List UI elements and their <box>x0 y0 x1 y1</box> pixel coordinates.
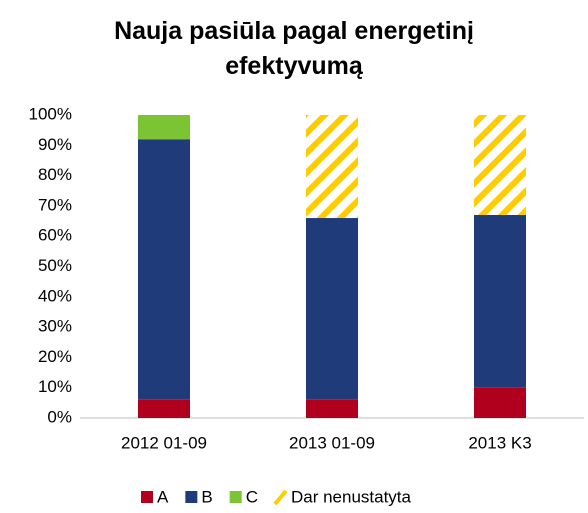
y-tick-label: 30% <box>38 317 72 336</box>
y-tick-label: 60% <box>38 226 72 245</box>
x-tick-label: 2013 01-09 <box>289 433 375 452</box>
legend-swatch <box>185 491 198 503</box>
bar-segment <box>306 399 358 418</box>
bar-segment <box>306 115 358 219</box>
legend-label: B <box>201 487 212 506</box>
bar-segment <box>138 115 190 140</box>
legend-label: C <box>246 487 258 506</box>
legend-swatch <box>141 491 153 503</box>
legend-swatch <box>273 489 288 506</box>
legend-label: Dar nenustatyta <box>291 487 412 506</box>
y-tick-label: 0% <box>47 407 72 426</box>
legend-swatch <box>229 491 242 503</box>
y-tick-label: 40% <box>38 286 72 305</box>
bar-segment <box>474 387 526 418</box>
y-tick-label: 90% <box>38 135 72 154</box>
y-tick-label: 50% <box>38 256 72 275</box>
bar-segment <box>306 218 358 400</box>
x-tick-label: 2013 K3 <box>468 433 531 452</box>
y-tick-label: 10% <box>38 377 72 396</box>
bar-segment <box>138 399 190 418</box>
bar-segment <box>474 115 526 215</box>
chart-title: Nauja pasiūla pagal energetinį efektyvum… <box>114 17 474 80</box>
y-tick-label: 100% <box>29 104 72 123</box>
legend-label: A <box>157 487 169 506</box>
bar-segment <box>138 139 190 400</box>
y-tick-label: 20% <box>38 347 72 366</box>
bar-segment <box>474 214 526 388</box>
y-tick-label: 70% <box>38 195 72 214</box>
x-tick-label: 2012 01-09 <box>121 433 207 452</box>
y-tick-label: 80% <box>38 165 72 184</box>
